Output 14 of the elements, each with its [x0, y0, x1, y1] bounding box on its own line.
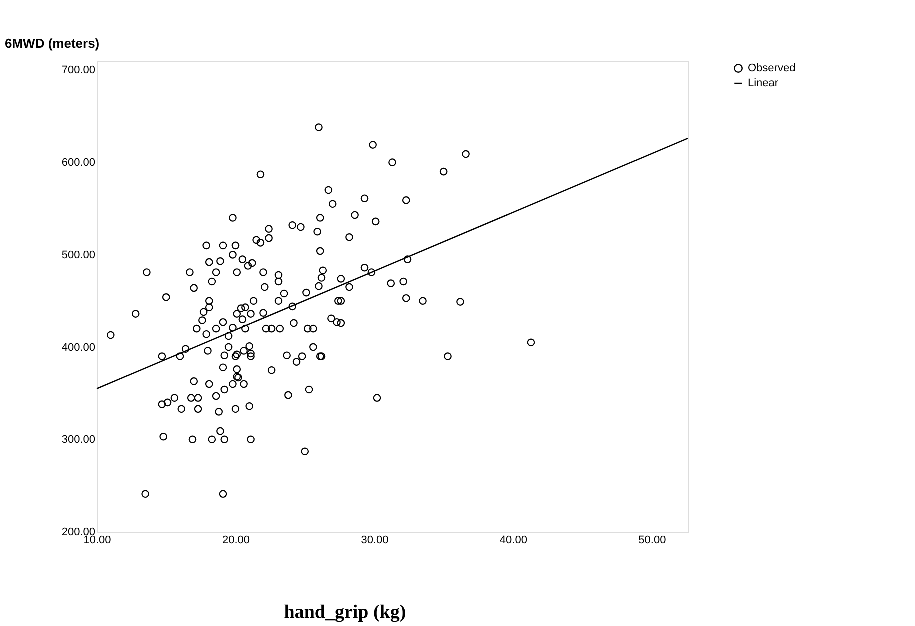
x-tick-label: 30.00 [361, 534, 389, 546]
y-axis-title: 6MWD (meters) [5, 36, 100, 51]
y-tick-label: 700.00 [62, 64, 96, 77]
x-axis-title: hand_grip (kg) [284, 602, 406, 623]
legend-label: Observed [748, 62, 796, 74]
y-tick-label: 400.00 [62, 342, 96, 354]
x-tick-label: 20.00 [222, 534, 250, 546]
y-tick-label: 500.00 [62, 249, 96, 262]
y-tick-label: 600.00 [62, 157, 96, 170]
x-tick-label: 40.00 [500, 534, 528, 546]
legend-label: Linear [748, 78, 779, 90]
y-tick-label: 300.00 [62, 434, 96, 446]
x-tick-label: 10.00 [84, 534, 112, 546]
x-tick-label: 50.00 [638, 534, 666, 546]
